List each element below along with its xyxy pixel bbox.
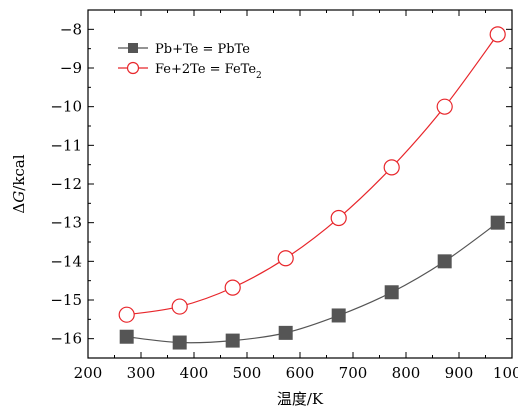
series-2-point [383, 159, 400, 176]
plot-frame [87, 9, 513, 359]
series-1-point [278, 325, 293, 340]
series-1-point [119, 329, 134, 344]
x-tick-label: 900 [445, 364, 474, 382]
x-tick-label: 600 [286, 364, 315, 382]
y-tick-label: −12 [50, 175, 82, 193]
series-line-1 [126, 222, 499, 344]
series-1-point [225, 333, 240, 348]
series-2-point [330, 209, 347, 227]
series-2-point [224, 279, 241, 296]
series-2-point [489, 26, 506, 43]
y-tick-label: −14 [50, 252, 82, 270]
plot-area [118, 26, 506, 350]
series-2-point [118, 306, 135, 323]
series-1-point [384, 285, 399, 300]
legend-marker-1 [128, 43, 138, 53]
x-axis-title: 温度/K [277, 390, 324, 408]
y-axis-title-prefix: Δ [10, 203, 28, 214]
y-tick-label: −15 [50, 291, 82, 309]
y-tick-label: −11 [50, 136, 82, 154]
x-tick-label: 700 [339, 364, 368, 382]
legend-label-1: Pb+Te = PbTe [155, 42, 250, 57]
x-tick-label: 800 [392, 364, 421, 382]
series-1-point [172, 335, 187, 350]
legend-marker-2 [126, 61, 140, 75]
series-2-point [277, 250, 294, 267]
y-tick-label: −9 [60, 59, 82, 77]
series-2-point [171, 298, 188, 315]
x-tick-label: 200 [74, 364, 103, 382]
series-1-point [331, 308, 346, 323]
y-tick-label: −13 [50, 214, 82, 232]
x-tick-label: 400 [180, 364, 209, 382]
y-axis-title: ΔG/kcal [10, 154, 28, 213]
x-tick-label: 500 [233, 364, 262, 382]
x-tick-label: 1000 [493, 364, 518, 382]
y-axis-title-variable: G [10, 191, 28, 203]
series-1-point [437, 254, 452, 269]
legend: Pb+Te = PbTe Fe+2Te = FeTe2 [118, 42, 262, 81]
y-tick-label: −10 [50, 98, 82, 116]
legend-label-2: Fe+2Te = FeTe2 [155, 62, 262, 81]
y-tick-label: −8 [60, 20, 82, 38]
series-1-point [490, 215, 505, 230]
x-tick-label: 300 [127, 364, 156, 382]
y-tick-label: −16 [50, 330, 82, 348]
series-2-point [436, 98, 453, 115]
axis-ticks: 200 300 400 500 600 700 800 900 1000 −16 −15 −14 −13… [50, 9, 518, 382]
y-axis-title-unit: /kcal [10, 154, 28, 190]
